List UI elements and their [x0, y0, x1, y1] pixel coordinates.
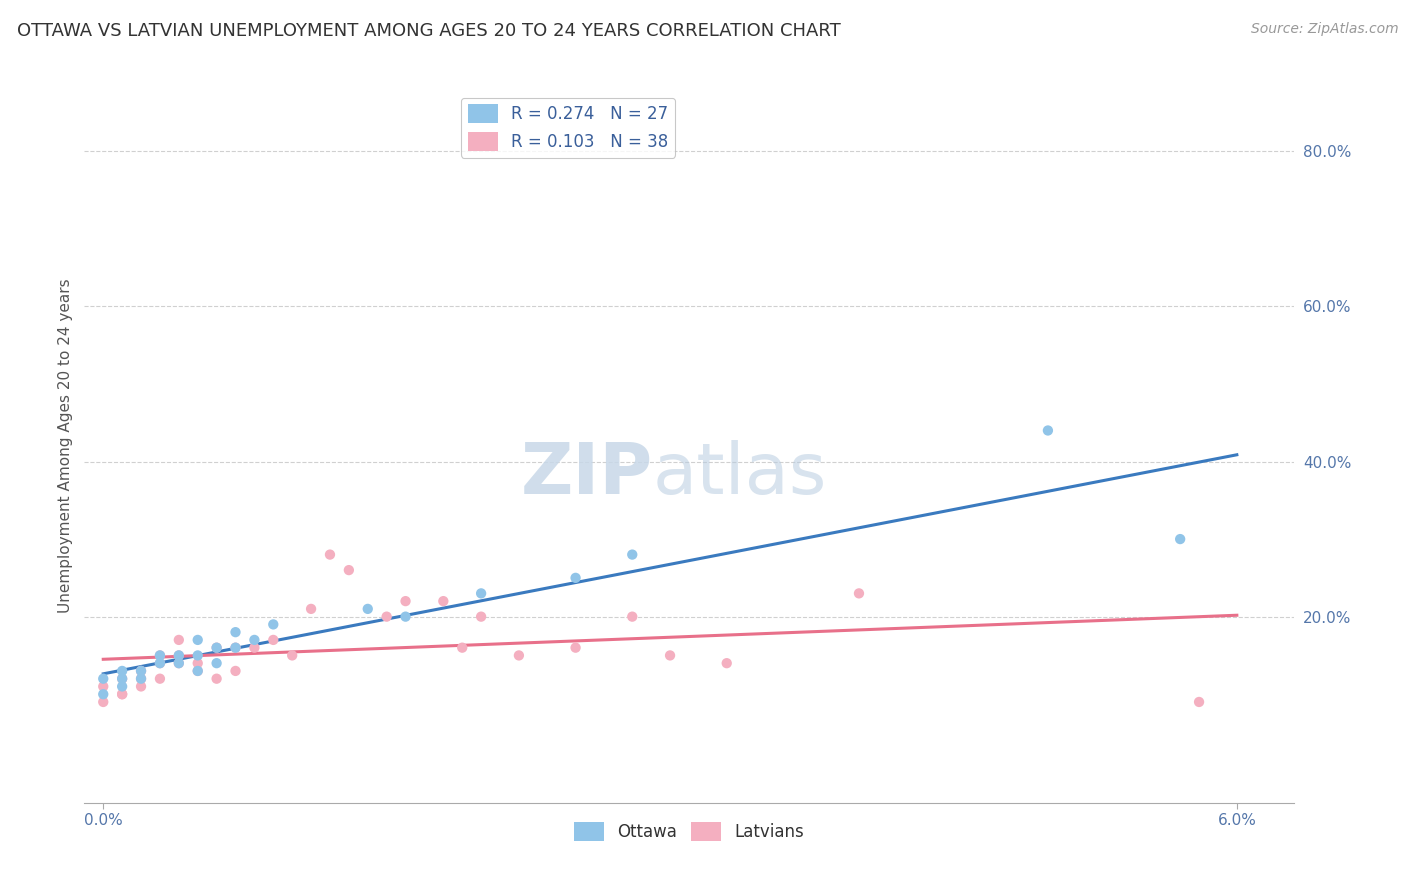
Point	[187, 632, 209, 647]
Point	[432, 594, 454, 608]
Point	[129, 672, 152, 686]
Point	[394, 594, 416, 608]
Point	[187, 664, 209, 678]
Point	[111, 687, 134, 701]
Point	[129, 664, 152, 678]
Point	[205, 656, 228, 670]
Point	[621, 609, 644, 624]
Point	[91, 695, 114, 709]
Point	[394, 609, 416, 624]
Point	[225, 640, 247, 655]
Text: ZIP: ZIP	[520, 440, 652, 509]
Point	[149, 656, 172, 670]
Point	[299, 602, 322, 616]
Point	[111, 687, 134, 701]
Point	[111, 672, 134, 686]
Point	[149, 648, 172, 663]
Point	[1168, 532, 1191, 546]
Point	[659, 648, 682, 663]
Text: OTTAWA VS LATVIAN UNEMPLOYMENT AMONG AGES 20 TO 24 YEARS CORRELATION CHART: OTTAWA VS LATVIAN UNEMPLOYMENT AMONG AGE…	[17, 22, 841, 40]
Point	[1036, 424, 1059, 438]
Point	[91, 687, 114, 701]
Point	[225, 625, 247, 640]
Point	[243, 640, 266, 655]
Point	[281, 648, 304, 663]
Point	[205, 672, 228, 686]
Point	[91, 672, 114, 686]
Point	[205, 640, 228, 655]
Point	[167, 656, 190, 670]
Point	[111, 664, 134, 678]
Point	[187, 656, 209, 670]
Point	[187, 648, 209, 663]
Point	[621, 548, 644, 562]
Point	[243, 632, 266, 647]
Point	[319, 548, 342, 562]
Point	[149, 672, 172, 686]
Point	[337, 563, 360, 577]
Point	[225, 664, 247, 678]
Point	[187, 664, 209, 678]
Text: atlas: atlas	[652, 440, 827, 509]
Point	[564, 640, 586, 655]
Point	[111, 680, 134, 694]
Point	[1188, 695, 1211, 709]
Point	[848, 586, 870, 600]
Point	[129, 664, 152, 678]
Point	[470, 609, 492, 624]
Point	[149, 648, 172, 663]
Point	[167, 648, 190, 663]
Point	[470, 586, 492, 600]
Point	[716, 656, 738, 670]
Point	[129, 680, 152, 694]
Legend: Ottawa, Latvians: Ottawa, Latvians	[568, 815, 810, 848]
Point	[205, 640, 228, 655]
Point	[262, 632, 284, 647]
Text: Source: ZipAtlas.com: Source: ZipAtlas.com	[1251, 22, 1399, 37]
Point	[451, 640, 474, 655]
Point	[167, 632, 190, 647]
Point	[564, 571, 586, 585]
Point	[508, 648, 530, 663]
Y-axis label: Unemployment Among Ages 20 to 24 years: Unemployment Among Ages 20 to 24 years	[58, 278, 73, 614]
Point	[167, 648, 190, 663]
Point	[225, 640, 247, 655]
Point	[91, 680, 114, 694]
Point	[129, 672, 152, 686]
Point	[262, 617, 284, 632]
Point	[111, 672, 134, 686]
Point	[149, 656, 172, 670]
Point	[375, 609, 398, 624]
Point	[357, 602, 380, 616]
Point	[167, 656, 190, 670]
